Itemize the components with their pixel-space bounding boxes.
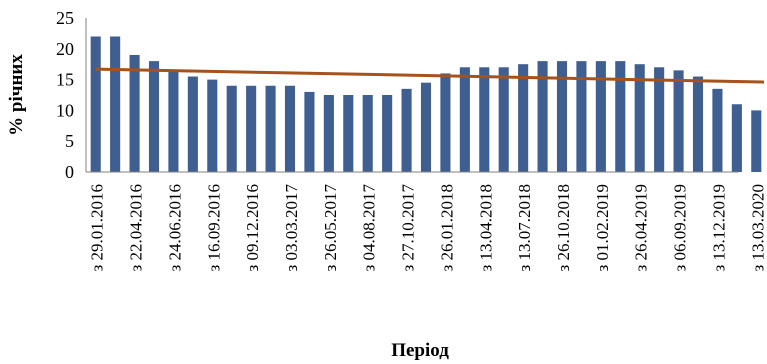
- x-tick-label: з 29.01.2016: [88, 184, 107, 271]
- bar: [129, 54, 140, 172]
- x-tick-label: з 27.10.2017: [399, 184, 418, 272]
- bar: [420, 82, 432, 172]
- bar: [556, 61, 568, 173]
- bar: [284, 85, 296, 172]
- x-tick-label: з 16.09.2016: [204, 184, 223, 271]
- bar: [382, 95, 393, 172]
- bar: [615, 61, 626, 173]
- x-tick-label: з 13.07.2018: [515, 184, 534, 271]
- trend-line: [95, 67, 765, 84]
- x-tick-label: з 26.05.2017: [321, 184, 340, 272]
- x-tick-label: з 22.04.2016: [127, 184, 146, 271]
- y-tick-label: 15: [56, 70, 74, 90]
- y-tick-label: 25: [56, 8, 74, 28]
- bar: [246, 85, 257, 172]
- bar: [401, 88, 412, 172]
- bar: [148, 61, 160, 173]
- x-tick-label: з 13.04.2018: [476, 184, 495, 271]
- y-tick-label: 0: [65, 162, 74, 182]
- y-tick-label: 5: [65, 131, 74, 151]
- bar: [751, 110, 762, 172]
- bar: [90, 36, 101, 173]
- bar: [731, 104, 742, 172]
- x-tick-label: з 03.03.2017: [282, 184, 301, 272]
- x-tick-label: з 09.12.2016: [243, 184, 262, 271]
- bar: [537, 61, 548, 173]
- bar: [187, 76, 198, 172]
- bar: [343, 95, 354, 172]
- x-tick-label: з 13.12.2019: [709, 184, 728, 271]
- bar: [459, 67, 470, 172]
- bar: [654, 67, 665, 172]
- bar: [595, 61, 606, 173]
- x-tick-label: з 24.06.2016: [165, 184, 184, 271]
- bar: [304, 91, 315, 172]
- bar: [634, 64, 645, 172]
- bar: [265, 85, 276, 172]
- bar: [207, 79, 218, 172]
- bar: [576, 61, 587, 173]
- bar: [226, 85, 237, 172]
- bar: [110, 36, 121, 173]
- y-axis-title: % річних: [6, 54, 27, 136]
- y-tick-label: 10: [56, 100, 74, 120]
- bar: [692, 76, 704, 172]
- bar: [323, 95, 334, 172]
- bar: [479, 67, 490, 172]
- bar: [712, 88, 723, 172]
- bar: [168, 70, 179, 172]
- bar: [440, 73, 451, 172]
- x-axis-title: Період: [391, 340, 449, 361]
- bar: [362, 95, 373, 172]
- bar: [518, 64, 529, 172]
- x-tick-label: з 13.03.2020: [748, 184, 767, 271]
- x-tick-label: з 26.04.2019: [632, 184, 651, 271]
- y-tick-label: 20: [56, 39, 74, 59]
- x-tick-label: з 04.08.2017: [360, 184, 379, 272]
- x-tick-label: з 01.02.2019: [593, 184, 612, 271]
- bar: [498, 67, 509, 172]
- x-tick-label: з 26.01.2018: [437, 184, 456, 271]
- x-tick-label: з 26.10.2018: [554, 184, 573, 271]
- x-tick-label: з 06.09.2019: [671, 184, 690, 271]
- bar: [673, 70, 684, 172]
